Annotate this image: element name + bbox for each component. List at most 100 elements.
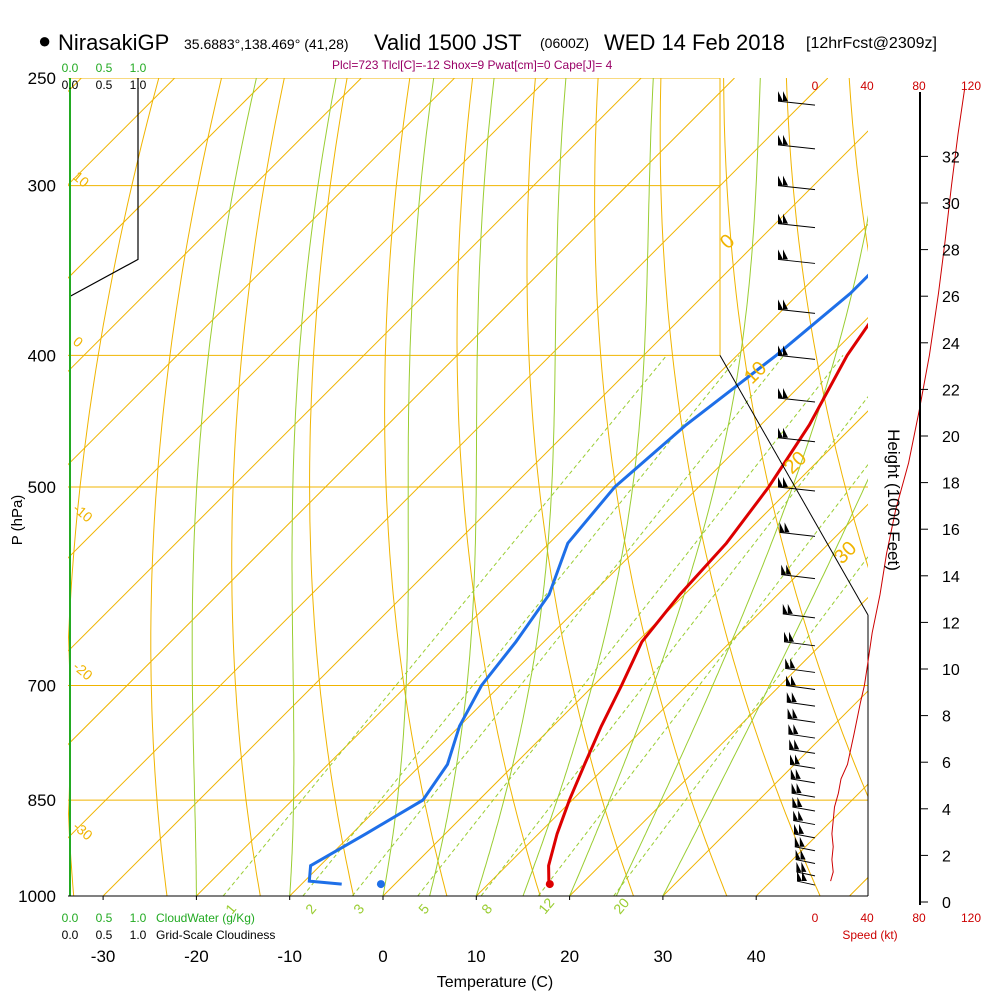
height-tick-label: 28 — [942, 243, 960, 260]
mixing-ratio-line — [537, 463, 868, 896]
wind-barb — [777, 308, 816, 314]
wind-barb-flag — [793, 810, 804, 821]
mixing-ratio-label: 20 — [610, 895, 632, 917]
wind-barb — [786, 701, 816, 707]
cloudiness-bottom-tick: 0.0 — [62, 928, 79, 942]
pressure-tick-label: 850 — [28, 791, 56, 810]
pressure-tick-label: 250 — [28, 69, 56, 88]
dry-adiabat-line — [456, 78, 541, 896]
dry-adiabat-line — [723, 78, 868, 798]
height-tick-label: 4 — [942, 802, 951, 819]
wind-barb — [781, 574, 816, 580]
wind-barb — [785, 685, 816, 691]
wind-barb — [795, 858, 816, 864]
mixing-ratio-label: 3 — [350, 901, 367, 917]
speed-top-tick: 120 — [961, 79, 981, 93]
surface-dewpoint-dot — [376, 880, 385, 889]
temperature-tick-label: 20 — [560, 947, 579, 966]
moist-adiabat-line — [191, 78, 257, 896]
wind-barb-flag — [786, 675, 796, 686]
wind-barb-flag — [781, 564, 792, 575]
height-axis-title: Height (1000 Feet) — [884, 429, 903, 571]
wind-barb — [779, 531, 816, 537]
isotherm-line — [68, 78, 549, 559]
wind-barb — [796, 880, 816, 886]
wind-barb-flag — [786, 692, 797, 703]
wind-barb — [792, 806, 816, 812]
wind-barb — [791, 792, 816, 798]
cloudiness-top-tick: 1.0 — [130, 78, 147, 92]
dry-adiabat-line — [526, 78, 634, 896]
wind-barb — [783, 641, 816, 647]
speed-bottom-tick: 80 — [912, 911, 926, 925]
temperature-tick-label: 0 — [378, 947, 387, 966]
wind-barb-flag — [778, 249, 788, 260]
moist-adiabat-line — [569, 78, 761, 896]
mixing-ratio-label: 2 — [302, 901, 319, 917]
mixing-ratio-label: 8 — [478, 901, 495, 917]
wind-barb — [777, 185, 816, 191]
wind-barb-flag — [779, 522, 790, 533]
wind-barb-flag — [778, 388, 788, 399]
mixing-ratio-label: 5 — [415, 901, 432, 917]
cloudiness-label: Grid-Scale Cloudiness — [156, 928, 275, 942]
mixing-ratio-line — [613, 555, 868, 896]
background-lines — [68, 78, 868, 896]
height-tick-label: 30 — [942, 196, 960, 213]
wind-barb-flag — [778, 477, 788, 487]
height-tick-label: 16 — [942, 522, 960, 539]
dry-adiabat-label-right: 0 — [716, 230, 739, 253]
utc-time: (0600Z) — [540, 35, 590, 51]
speed-top-tick: 40 — [860, 79, 874, 93]
surface-temperature-dot — [545, 880, 554, 889]
x-axis-title: Temperature (C) — [437, 974, 553, 991]
dry-adiabat-line — [150, 78, 222, 896]
height-tick-label: 32 — [942, 149, 960, 166]
isotherm-line — [68, 78, 735, 746]
temperature-tick-label: 10 — [467, 947, 486, 966]
wind-speed-profile — [830, 89, 965, 882]
station-name: NirasakiGP — [58, 30, 170, 55]
dry-adiabat-line — [848, 78, 868, 253]
wind-barb — [785, 667, 816, 673]
station-coords: 35.6883°,138.469° (41,28) — [184, 36, 349, 52]
wind-barb — [796, 871, 816, 877]
dry-adiabat-line — [785, 78, 868, 569]
wind-barb — [777, 486, 816, 492]
mixing-ratio-line — [417, 355, 844, 896]
dry-adiabat-label: -10 — [70, 500, 96, 525]
wind-barb-flag — [778, 213, 788, 224]
cloudiness-top-tick: 0.0 — [62, 78, 79, 92]
isotherm-line — [475, 503, 868, 896]
station-marker: ● — [38, 28, 52, 53]
terrain-boundary — [719, 355, 869, 616]
wind-barb-flag — [790, 768, 801, 779]
height-tick-label: 8 — [942, 709, 951, 726]
temperature-tick-label: -20 — [184, 947, 209, 966]
height-tick-label: 0 — [942, 895, 951, 912]
speed-axis-label: Speed (kt) — [842, 928, 897, 942]
temperature-tick-label: 40 — [747, 947, 766, 966]
height-tick-label: 10 — [942, 662, 960, 679]
moist-adiabat-line — [429, 78, 495, 896]
height-tick-label: 18 — [942, 476, 960, 493]
moist-adiabat-line — [615, 214, 868, 896]
temperature-tick-label: 30 — [653, 947, 672, 966]
dry-adiabat-label: 0 — [70, 333, 86, 350]
mixing-ratio-line — [480, 395, 868, 896]
pressure-tick-label: 500 — [28, 478, 56, 497]
cloudwater-top-tick: 0.5 — [96, 61, 113, 75]
wind-barb-flag — [795, 849, 806, 860]
wind-barb-flag — [787, 708, 798, 719]
y-axis-title: P (hPa) — [9, 495, 26, 546]
axes — [68, 78, 869, 900]
cloudwater-top-tick: 0.0 — [62, 61, 79, 75]
isotherm-line — [68, 78, 362, 373]
wind-barb — [777, 100, 816, 106]
pressure-tick-label: 300 — [28, 177, 56, 196]
temperature-tick-label: -10 — [277, 947, 302, 966]
valid-date: WED 14 Feb 2018 — [604, 30, 785, 55]
dry-adiabat-line — [309, 78, 355, 896]
cloudiness-top-tick: 0.5 — [96, 78, 113, 92]
